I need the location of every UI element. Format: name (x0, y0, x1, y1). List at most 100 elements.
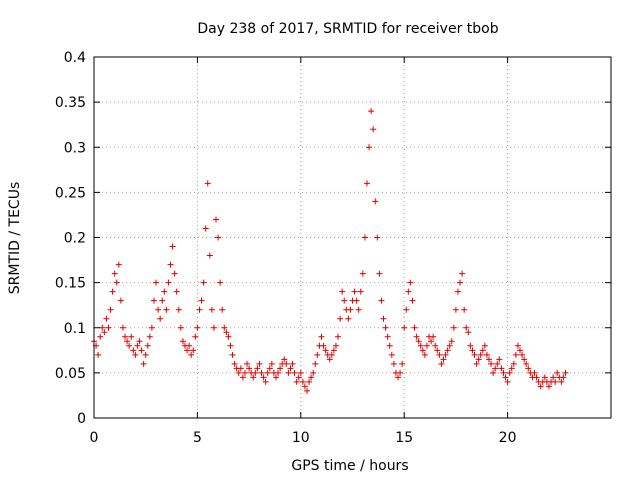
data-point (488, 360, 495, 367)
data-point (210, 324, 217, 331)
y-axis-label: SRMTID / TECUs (7, 182, 23, 295)
data-points (91, 108, 569, 394)
y-tick-label: 0.35 (55, 95, 86, 111)
data-point (430, 333, 437, 340)
data-point (293, 378, 300, 385)
data-point (254, 365, 261, 372)
data-point (281, 356, 288, 363)
data-point (297, 369, 304, 376)
data-point (304, 387, 311, 394)
x-tick-label: 20 (499, 430, 517, 446)
data-point (328, 351, 335, 358)
data-point (196, 306, 203, 313)
data-point (258, 369, 265, 376)
data-point (155, 306, 162, 313)
data-point (167, 261, 174, 268)
data-point (227, 342, 234, 349)
data-point (231, 360, 238, 367)
data-point (285, 369, 292, 376)
data-point (295, 374, 302, 381)
data-point (326, 356, 333, 363)
data-point (173, 288, 180, 295)
data-point (531, 369, 538, 376)
data-point (388, 351, 395, 358)
data-point (301, 383, 308, 390)
data-point (390, 360, 397, 367)
data-point (537, 383, 544, 390)
data-point (157, 315, 164, 322)
data-point (277, 365, 284, 372)
data-point (314, 351, 321, 358)
data-point (200, 279, 207, 286)
chart-title: Day 238 of 2017, SRMTID for receiver tbo… (197, 21, 498, 37)
data-point (355, 306, 362, 313)
data-point (159, 297, 166, 304)
data-point (363, 180, 370, 187)
data-point (475, 356, 482, 363)
data-point (500, 369, 507, 376)
data-point (217, 279, 224, 286)
data-point (359, 270, 366, 277)
x-tick-label: 15 (395, 430, 413, 446)
data-point (161, 288, 168, 295)
data-point (289, 360, 296, 367)
data-point (264, 369, 271, 376)
y-tick-label: 0.05 (55, 366, 86, 382)
data-point (448, 338, 455, 345)
data-point (467, 342, 474, 349)
data-point (525, 365, 532, 372)
data-point (215, 234, 222, 241)
data-point (370, 126, 377, 133)
data-point (366, 144, 373, 151)
data-point (128, 333, 135, 340)
data-point (107, 306, 114, 313)
data-point (237, 365, 244, 372)
data-point (351, 288, 358, 295)
data-point (438, 360, 445, 367)
data-point (165, 279, 172, 286)
data-point (318, 333, 325, 340)
data-point (99, 324, 106, 331)
data-point (434, 347, 441, 354)
data-point (382, 324, 389, 331)
axis-ticks (93, 56, 611, 419)
data-point (490, 369, 497, 376)
data-point (411, 324, 418, 331)
data-point (204, 180, 211, 187)
y-tick-label: 0.4 (64, 50, 86, 66)
data-point (117, 297, 124, 304)
data-point (523, 360, 530, 367)
y-tick-label: 0 (77, 411, 86, 427)
data-point (134, 342, 141, 349)
data-point (163, 306, 170, 313)
data-point (235, 369, 242, 376)
data-point (399, 360, 406, 367)
data-point (171, 270, 178, 277)
data-point (221, 324, 228, 331)
data-point (175, 306, 182, 313)
data-point (510, 360, 517, 367)
data-point (332, 342, 339, 349)
data-point (477, 351, 484, 358)
data-point (481, 342, 488, 349)
data-point (413, 333, 420, 340)
data-point (144, 342, 151, 349)
data-point (252, 369, 259, 376)
y-tick-label: 0.25 (55, 185, 86, 201)
data-point (517, 347, 524, 354)
y-tick-label: 0.3 (64, 140, 86, 156)
data-point (177, 324, 184, 331)
data-point (260, 374, 267, 381)
data-point (552, 378, 559, 385)
y-tick-label: 0.2 (64, 231, 86, 247)
data-point (454, 288, 461, 295)
data-point (140, 360, 147, 367)
data-point (208, 306, 215, 313)
data-point (132, 351, 139, 358)
data-point (545, 383, 552, 390)
data-point (421, 351, 428, 358)
data-point (353, 297, 360, 304)
data-point (119, 324, 126, 331)
data-point (519, 351, 526, 358)
data-point (504, 378, 511, 385)
